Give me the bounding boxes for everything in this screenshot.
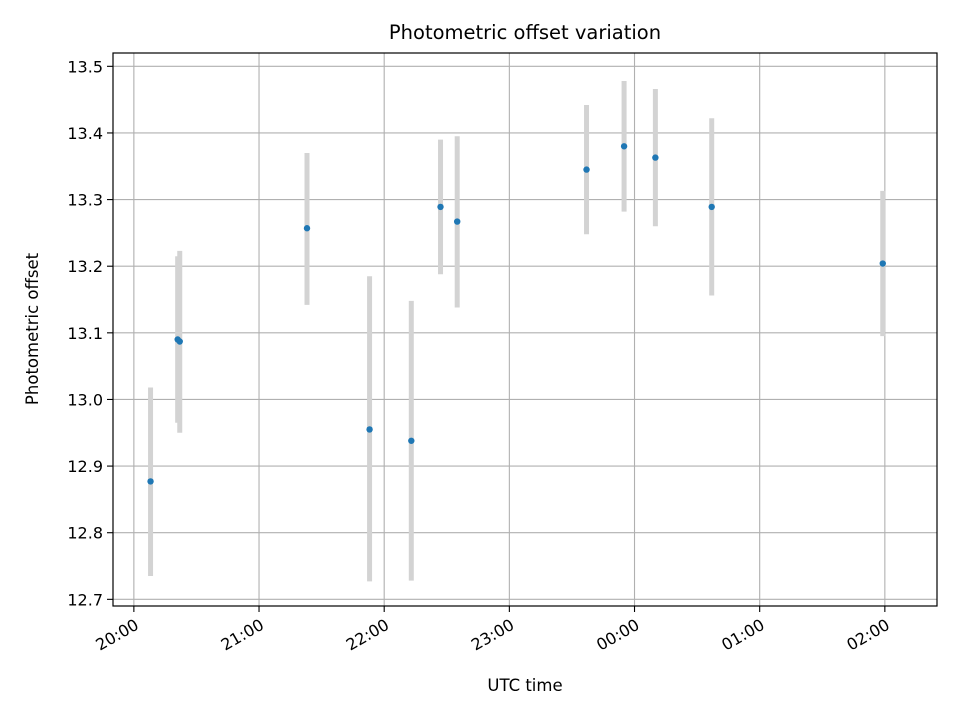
y-axis-ticks: 12.7 12.8 12.9 13.0 13.1 13.2 13.3 13.4 13.5 <box>67 57 113 609</box>
data-point <box>620 143 628 150</box>
data-point <box>437 203 444 211</box>
x-axis-label: UTC time <box>487 676 562 695</box>
data-point <box>147 478 154 485</box>
y-tick-label: 13.0 <box>67 390 103 409</box>
error-bars <box>148 80 886 582</box>
data-point <box>879 260 886 267</box>
data-point <box>303 225 311 232</box>
data-point <box>583 166 590 173</box>
y-axis-label: Photometric offset <box>23 252 42 405</box>
y-tick-label: 12.9 <box>67 457 103 476</box>
x-axis-ticks: 20:00 21:00 22:00 23:00 00:00 01:00 02:00 <box>92 606 893 655</box>
plot-frame <box>112 52 938 607</box>
x-tick-label: 21:00 <box>218 615 267 655</box>
x-tick-label: 22:00 <box>343 615 392 655</box>
chart-title: Photometric offset variation <box>389 21 661 44</box>
data-point <box>366 426 373 433</box>
data-point <box>408 437 415 444</box>
x-tick-label: 23:00 <box>468 615 517 655</box>
data-point <box>652 154 659 161</box>
x-tick-label: 01:00 <box>718 615 767 655</box>
y-tick-label: 13.3 <box>67 191 103 210</box>
data-point <box>176 338 183 345</box>
y-tick-label: 13.4 <box>67 124 103 143</box>
data-point <box>454 218 461 225</box>
y-tick-label: 13.5 <box>67 57 103 76</box>
x-tick-label: 00:00 <box>593 615 642 655</box>
y-tick-label: 13.1 <box>67 324 103 343</box>
y-tick-label: 12.7 <box>67 590 103 609</box>
x-tick-label: 20:00 <box>92 615 141 655</box>
data-points <box>147 143 886 485</box>
data-point <box>708 203 715 211</box>
y-tick-label: 13.2 <box>67 257 103 276</box>
x-tick-label: 02:00 <box>843 615 892 655</box>
grid-lines <box>113 53 937 606</box>
y-tick-label: 12.8 <box>67 524 103 543</box>
